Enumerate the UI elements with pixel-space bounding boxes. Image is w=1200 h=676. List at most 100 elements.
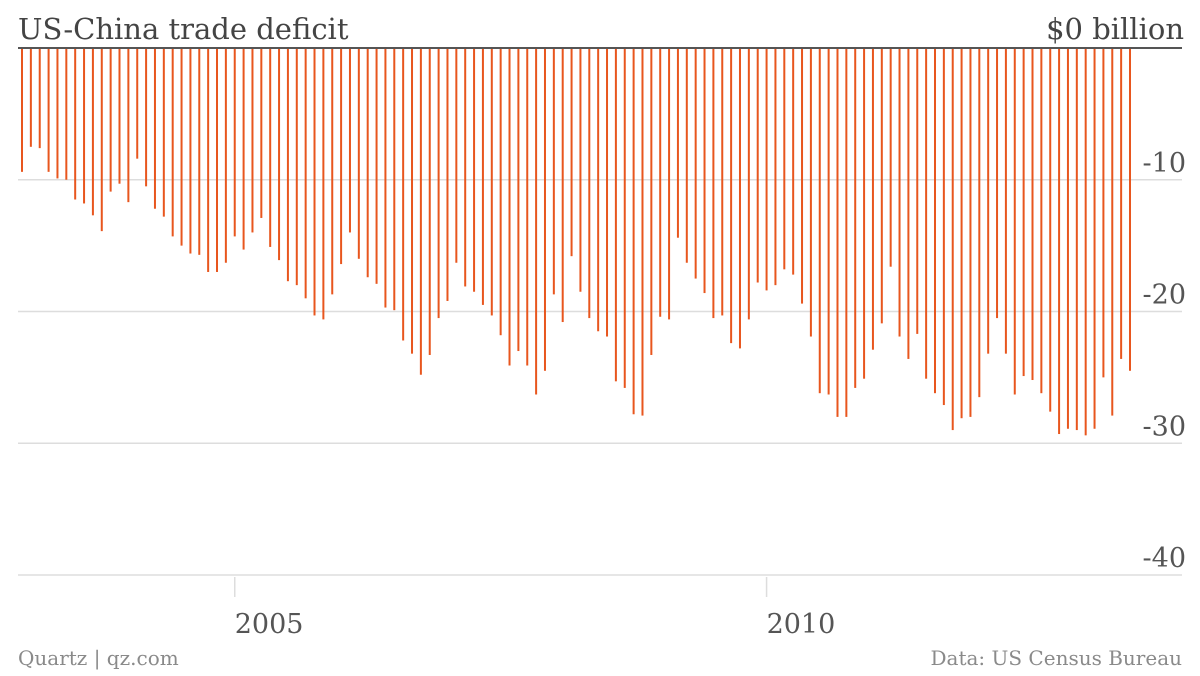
bar bbox=[1058, 48, 1061, 435]
x-tick-label: 2005 bbox=[235, 609, 304, 640]
bar bbox=[162, 48, 165, 217]
bar bbox=[1084, 48, 1087, 436]
bar bbox=[1031, 48, 1034, 381]
bar bbox=[969, 48, 972, 417]
chart-title: US-China trade deficit bbox=[18, 12, 349, 46]
bar bbox=[561, 48, 564, 323]
bar bbox=[331, 48, 334, 295]
bar bbox=[375, 48, 378, 284]
bar bbox=[278, 48, 281, 261]
bar bbox=[801, 48, 804, 304]
grid-lines bbox=[18, 179, 1182, 576]
bar bbox=[153, 48, 156, 209]
bar bbox=[269, 48, 272, 247]
bar bbox=[446, 48, 449, 301]
bar bbox=[614, 48, 617, 382]
bar bbox=[74, 48, 77, 200]
bar bbox=[889, 48, 892, 267]
bar bbox=[21, 48, 23, 172]
bar bbox=[1049, 48, 1052, 412]
bar bbox=[747, 48, 750, 320]
bar bbox=[357, 48, 360, 259]
bar bbox=[854, 48, 857, 388]
y-tick-label: -30 bbox=[1143, 411, 1186, 442]
bar bbox=[1075, 48, 1078, 431]
footer-source: Data: US Census Bureau bbox=[930, 646, 1183, 670]
unit-label: $0 billion bbox=[1046, 12, 1184, 46]
bar bbox=[783, 48, 786, 270]
bar bbox=[756, 48, 759, 283]
bar bbox=[473, 48, 476, 292]
bar bbox=[845, 48, 848, 417]
bar bbox=[623, 48, 626, 388]
bar bbox=[127, 48, 130, 203]
bar bbox=[730, 48, 733, 344]
bar bbox=[863, 48, 866, 379]
bar bbox=[322, 48, 325, 320]
bar bbox=[29, 48, 32, 147]
bar bbox=[792, 48, 795, 275]
bar bbox=[1013, 48, 1016, 395]
bar bbox=[543, 48, 546, 371]
bar bbox=[1102, 48, 1105, 378]
bar bbox=[402, 48, 405, 341]
bar bbox=[1022, 48, 1025, 377]
bar bbox=[597, 48, 600, 332]
bar bbox=[668, 48, 671, 320]
bar bbox=[171, 48, 174, 237]
bar bbox=[499, 48, 502, 336]
bar bbox=[65, 48, 68, 180]
bar bbox=[809, 48, 812, 337]
bar bbox=[47, 48, 50, 172]
bar bbox=[198, 48, 201, 255]
bar bbox=[933, 48, 936, 394]
bar bbox=[411, 48, 414, 354]
bar bbox=[517, 48, 520, 352]
bar bbox=[526, 48, 529, 366]
bar bbox=[703, 48, 706, 294]
bar bbox=[251, 48, 254, 233]
y-tick-label: -20 bbox=[1143, 280, 1186, 311]
bar bbox=[827, 48, 830, 395]
bar bbox=[570, 48, 573, 257]
bar bbox=[481, 48, 484, 305]
y-tick-label: -10 bbox=[1143, 148, 1186, 179]
bar bbox=[384, 48, 387, 308]
axes: -10 -20 -30 -40 2005 2010 bbox=[18, 47, 1186, 640]
bar bbox=[428, 48, 431, 355]
bar bbox=[1111, 48, 1114, 416]
bar bbox=[233, 48, 236, 237]
y-tick-label: -40 bbox=[1143, 543, 1186, 574]
bar bbox=[535, 48, 538, 395]
bar bbox=[606, 48, 609, 337]
bar bbox=[1120, 48, 1123, 359]
bar bbox=[818, 48, 821, 394]
bar bbox=[579, 48, 582, 292]
bar bbox=[552, 48, 555, 295]
bar bbox=[1004, 48, 1007, 354]
bar bbox=[216, 48, 219, 272]
bar bbox=[650, 48, 653, 355]
bar bbox=[189, 48, 192, 254]
bar bbox=[464, 48, 467, 287]
bar bbox=[907, 48, 910, 359]
bar bbox=[676, 48, 679, 238]
bar bbox=[951, 48, 954, 431]
bar bbox=[56, 48, 59, 179]
bar bbox=[207, 48, 210, 272]
bar bbox=[871, 48, 874, 350]
bar bbox=[721, 48, 724, 316]
bar bbox=[455, 48, 458, 263]
bar bbox=[348, 48, 351, 233]
bar bbox=[224, 48, 227, 263]
bar bbox=[694, 48, 697, 279]
bar bbox=[295, 48, 298, 286]
bar bbox=[91, 48, 94, 216]
bar bbox=[508, 48, 511, 366]
bar bbox=[738, 48, 741, 349]
footer-credit: Quartz | qz.com bbox=[18, 646, 179, 670]
bar-series bbox=[21, 48, 1131, 436]
bar bbox=[916, 48, 919, 334]
bar bbox=[978, 48, 981, 398]
